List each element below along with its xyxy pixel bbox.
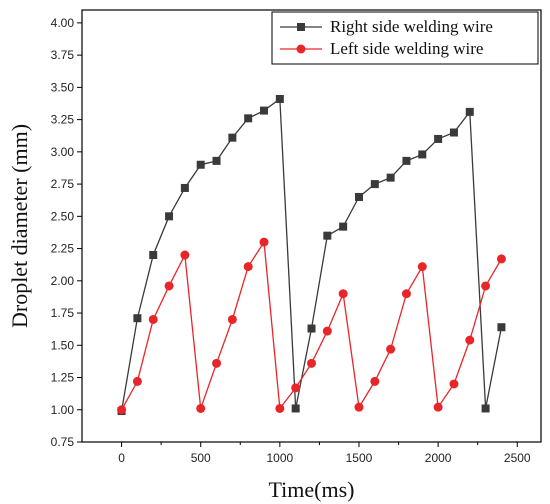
data-point-square bbox=[465, 107, 474, 116]
data-point-square bbox=[339, 222, 348, 231]
data-point-circle bbox=[259, 237, 269, 247]
data-point-square bbox=[212, 156, 221, 165]
x-tick-label: 1000 bbox=[266, 451, 293, 465]
y-tick-label: 2.25 bbox=[51, 242, 75, 256]
series-left-side bbox=[117, 237, 506, 415]
y-tick-label: 2.75 bbox=[51, 177, 75, 191]
data-point-square bbox=[133, 314, 142, 323]
plot-frame bbox=[81, 9, 542, 443]
axes: 0 500 1000 1500 2000 2500 0.75 1.00 1.25 1.50 1.75… bbox=[7, 9, 542, 502]
data-point-square bbox=[370, 180, 379, 189]
y-tick-label: 1.75 bbox=[51, 306, 75, 320]
data-point-circle bbox=[481, 281, 491, 291]
data-point-circle bbox=[433, 402, 443, 412]
data-point-circle bbox=[180, 250, 190, 260]
data-point-circle bbox=[322, 326, 332, 336]
plot-area bbox=[117, 94, 506, 416]
data-point-square bbox=[260, 106, 269, 115]
data-point-square bbox=[275, 94, 284, 103]
data-point-circle bbox=[212, 358, 222, 368]
y-axis-title: Droplet diameter (mm) bbox=[7, 124, 32, 328]
data-point-square bbox=[196, 160, 205, 169]
y-tick-label: 3.00 bbox=[51, 145, 75, 159]
data-point-circle bbox=[370, 376, 380, 386]
y-tick-label: 3.25 bbox=[51, 113, 75, 127]
data-point-square bbox=[323, 231, 332, 240]
legend-box bbox=[271, 11, 539, 65]
y-tick-label: 3.50 bbox=[51, 80, 75, 94]
data-point-square bbox=[244, 114, 253, 123]
y-tick-label: 1.50 bbox=[51, 338, 75, 352]
y-tick-label: 1.25 bbox=[51, 371, 75, 385]
data-point-circle bbox=[496, 254, 506, 264]
data-point-square bbox=[434, 134, 443, 143]
data-point-square bbox=[180, 183, 189, 192]
y-tick-label: 3.75 bbox=[51, 48, 75, 62]
x-tick-label: 0 bbox=[118, 451, 125, 465]
data-point-square bbox=[354, 192, 363, 201]
data-point-circle bbox=[449, 379, 459, 389]
data-point-circle bbox=[243, 262, 253, 272]
data-point-circle bbox=[148, 314, 158, 324]
x-tick-label: 2500 bbox=[504, 451, 531, 465]
data-point-circle bbox=[227, 314, 237, 324]
y-tick-label: 2.00 bbox=[51, 274, 75, 288]
data-point-square bbox=[291, 404, 300, 413]
data-point-square bbox=[449, 128, 458, 137]
legend-marker-square bbox=[297, 23, 305, 31]
legend-label: Right side welding wire bbox=[330, 17, 493, 36]
y-tick-label: 4.00 bbox=[51, 16, 75, 30]
data-point-square bbox=[386, 173, 395, 182]
legend-marker-circle bbox=[296, 44, 306, 54]
legend-label: Left side welding wire bbox=[330, 39, 483, 58]
x-tick-label: 500 bbox=[191, 451, 211, 465]
data-point-square bbox=[402, 156, 411, 165]
data-point-circle bbox=[417, 262, 427, 272]
legend: Right side welding wire Left side welding… bbox=[271, 11, 539, 65]
data-point-circle bbox=[338, 289, 348, 299]
x-tick-label: 2000 bbox=[425, 451, 452, 465]
data-point-square bbox=[418, 150, 427, 159]
data-point-circle bbox=[132, 376, 142, 386]
data-point-square bbox=[165, 212, 174, 221]
data-point-circle bbox=[196, 403, 206, 413]
x-tick-label: 1500 bbox=[346, 451, 373, 465]
data-point-square bbox=[228, 133, 237, 142]
data-point-circle bbox=[401, 289, 411, 299]
data-point-square bbox=[307, 324, 316, 333]
data-point-circle bbox=[307, 358, 316, 368]
data-point-circle bbox=[386, 344, 396, 354]
y-tick-label: 0.75 bbox=[51, 435, 75, 449]
data-point-circle bbox=[117, 405, 127, 415]
data-point-circle bbox=[275, 403, 285, 413]
data-point-square bbox=[481, 404, 490, 413]
x-axis-title: Time(ms) bbox=[269, 477, 355, 502]
data-point-square bbox=[497, 323, 506, 332]
data-point-circle bbox=[164, 281, 174, 291]
data-point-circle bbox=[354, 402, 364, 412]
data-point-circle bbox=[465, 335, 475, 345]
data-point-circle bbox=[291, 383, 301, 393]
y-tick-label: 1.00 bbox=[51, 403, 75, 417]
data-point-square bbox=[149, 251, 158, 260]
series-right-side bbox=[117, 94, 506, 416]
y-tick-label: 2.50 bbox=[51, 209, 75, 223]
